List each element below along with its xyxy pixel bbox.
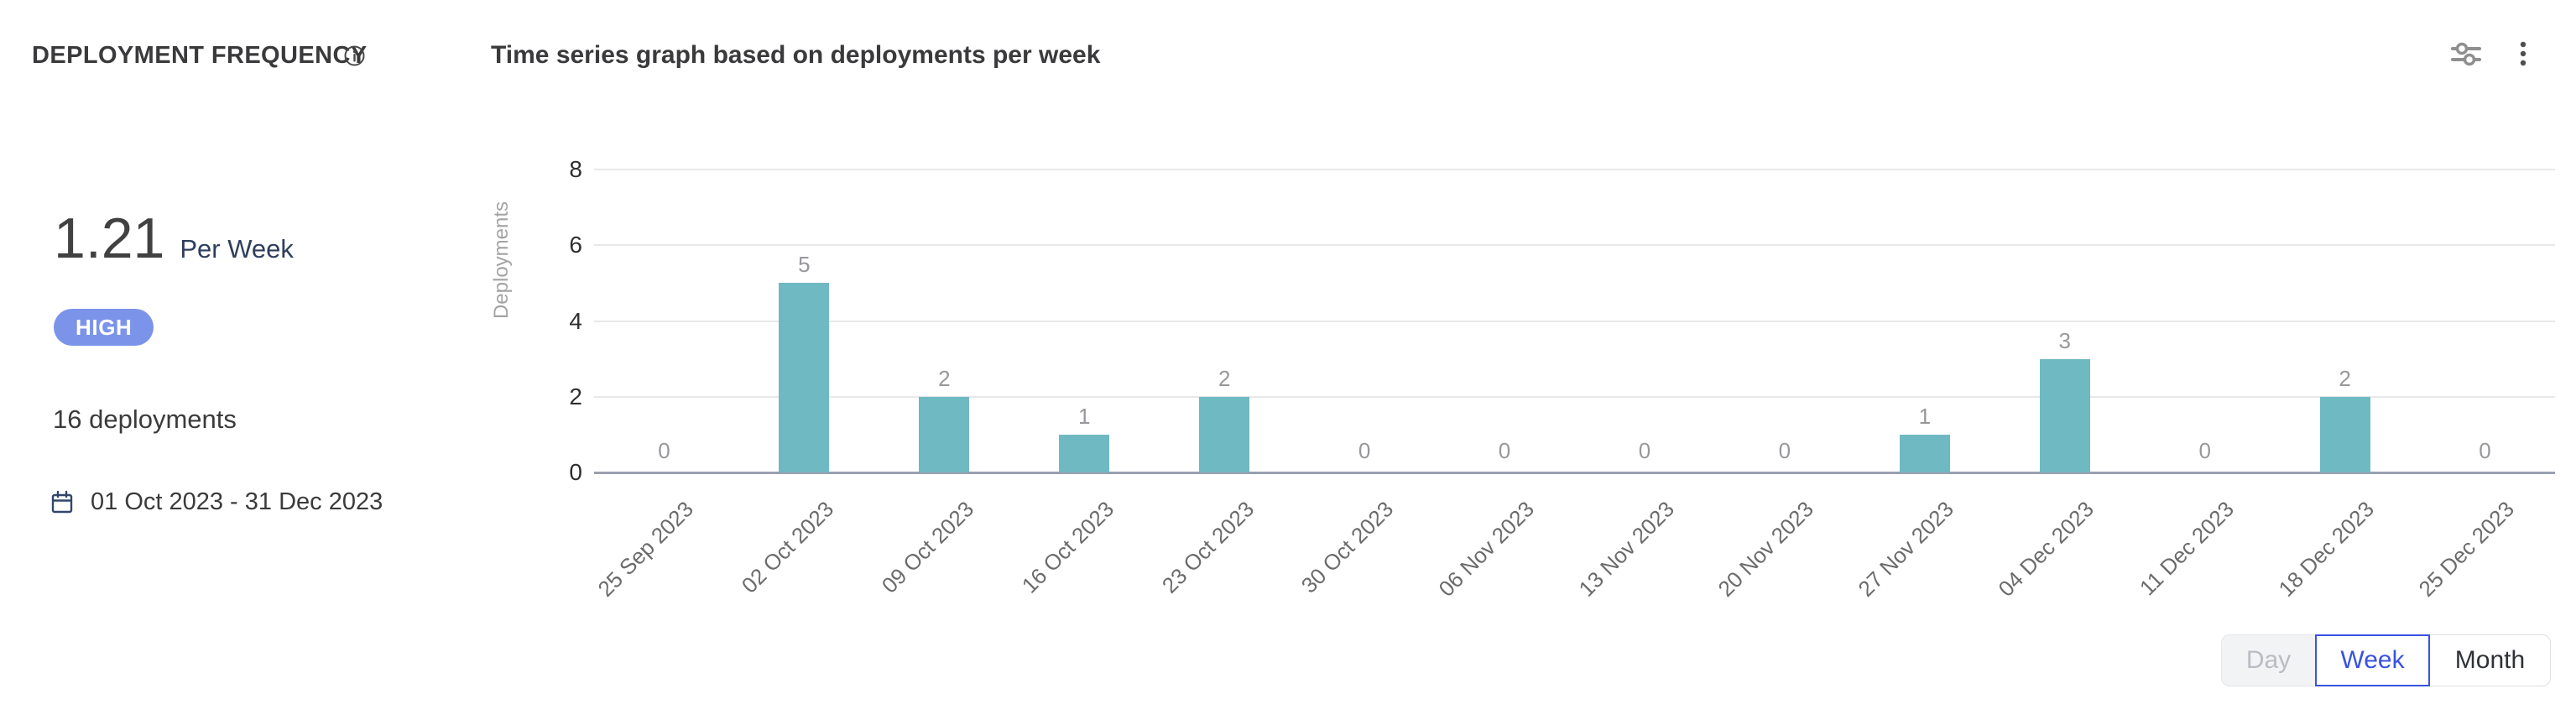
date-range: 01 Oct 2023 - 31 Dec 2023 [50, 488, 383, 516]
bar[interactable] [2039, 358, 2090, 472]
chart-subtitle: Time series graph based on deployments p… [491, 41, 1101, 69]
x-axis-label: 06 Nov 2023 [1433, 496, 1539, 602]
bar[interactable] [919, 396, 970, 472]
bar[interactable] [1899, 434, 1950, 472]
bar[interactable] [1059, 434, 1110, 472]
info-icon[interactable] [344, 45, 365, 66]
bar-value-label: 0 [1778, 438, 1791, 463]
x-axis-label: 16 Oct 2023 [1016, 496, 1119, 598]
x-axis-label: 27 Nov 2023 [1853, 496, 1959, 602]
bar-value-label: 0 [2479, 438, 2491, 463]
toggle-day-button[interactable]: Day [2221, 634, 2316, 686]
gridline [594, 395, 2555, 398]
bar-value-label: 0 [1498, 438, 1511, 463]
bar-value-label: 0 [1638, 438, 1651, 463]
panel-title: DEPLOYMENT FREQUENCY [32, 42, 368, 69]
gridline [594, 169, 2555, 170]
bar-value-label: 1 [1918, 403, 1932, 429]
bar-value-label: 0 [1358, 438, 1371, 463]
bar[interactable] [1199, 396, 1250, 472]
x-axis-label: 30 Oct 2023 [1296, 496, 1399, 598]
bar-value-label: 2 [1218, 365, 1231, 391]
bar-value-label: 0 [2198, 438, 2211, 463]
deployment-rate-metric: 1.21 Per Week [54, 208, 294, 269]
filter-sliders-icon[interactable] [2451, 38, 2481, 68]
x-axis-label: 09 Oct 2023 [876, 496, 978, 598]
x-axis-label: 20 Nov 2023 [1713, 496, 1819, 602]
kebab-menu-icon[interactable] [2511, 35, 2536, 70]
bar-value-label: 5 [798, 252, 811, 278]
x-axis-label: 04 Dec 2023 [1993, 496, 2099, 602]
y-axis-tick: 6 [569, 232, 582, 258]
x-axis-baseline [594, 471, 2555, 474]
bar-value-label: 2 [2339, 365, 2351, 391]
x-axis-label: 25 Sep 2023 [592, 496, 698, 602]
x-axis-label: 13 Nov 2023 [1572, 496, 1679, 602]
calendar-icon [50, 490, 74, 515]
total-deployments: 16 deployments [53, 404, 237, 434]
bar-value-label: 3 [2058, 327, 2071, 353]
y-axis-tick: 2 [569, 383, 582, 410]
bar-value-label: 2 [938, 365, 951, 391]
bar[interactable] [779, 283, 830, 472]
x-axis-label: 18 Dec 2023 [2273, 496, 2380, 602]
x-axis-label: 11 Dec 2023 [2135, 496, 2240, 601]
y-axis-tick: 4 [569, 307, 582, 334]
bar[interactable] [2319, 396, 2370, 472]
bar-value-label: 1 [1078, 403, 1091, 429]
x-axis-label: 02 Oct 2023 [736, 496, 838, 598]
status-badge: HIGH [54, 309, 154, 346]
x-axis-label: 25 Dec 2023 [2413, 496, 2520, 602]
gridline [594, 244, 2555, 247]
bar-value-label: 0 [658, 438, 670, 463]
gridline [594, 320, 2555, 322]
granularity-toggle: Day Week Month [2221, 634, 2551, 686]
rate-value: 1.21 [54, 206, 165, 270]
y-axis-tick: 0 [569, 459, 582, 485]
x-axis-label: 23 Oct 2023 [1156, 496, 1259, 598]
rate-unit: Per Week [180, 234, 294, 263]
toggle-week-button[interactable]: Week [2315, 634, 2430, 686]
y-axis-tick: 8 [569, 156, 582, 182]
toggle-month-button[interactable]: Month [2429, 634, 2551, 686]
date-range-text: 01 Oct 2023 - 31 Dec 2023 [91, 488, 383, 515]
